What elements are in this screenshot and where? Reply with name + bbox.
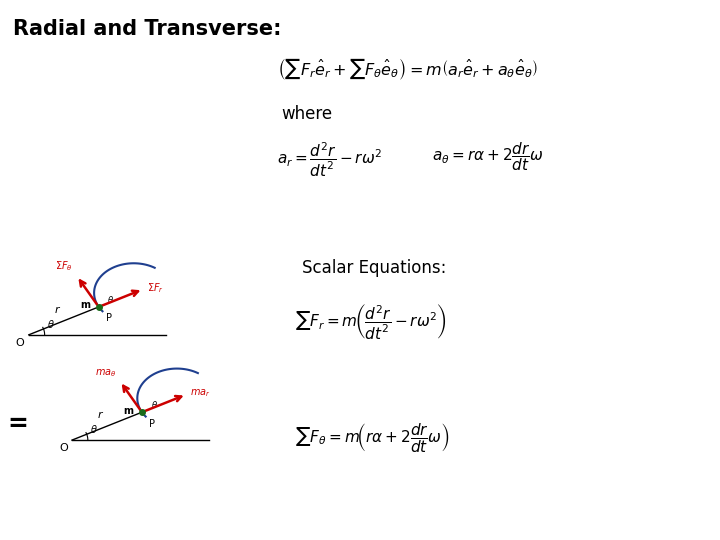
Text: $\theta$: $\theta$ (47, 318, 54, 330)
Text: m: m (123, 406, 133, 416)
Text: $ma_\theta$: $ma_\theta$ (95, 367, 117, 379)
Text: $\sum F_\theta = m\!\left(r\alpha + 2\dfrac{dr}{dt}\omega\right)$: $\sum F_\theta = m\!\left(r\alpha + 2\df… (295, 421, 450, 454)
Text: $\theta$: $\theta$ (107, 294, 114, 305)
Text: P: P (106, 313, 112, 323)
Text: $\sum F_r = m\!\left(\dfrac{d^2r}{dt^2} - r\omega^2\right)$: $\sum F_r = m\!\left(\dfrac{d^2r}{dt^2} … (295, 302, 447, 341)
Text: $\left(\sum F_r\hat{e}_r + \sum F_\theta\hat{e}_\theta\right)= m\left(a_r\hat{e}: $\left(\sum F_r\hat{e}_r + \sum F_\theta… (277, 57, 538, 82)
Text: $a_\theta = r\alpha + 2\dfrac{dr}{dt}\omega$: $a_\theta = r\alpha + 2\dfrac{dr}{dt}\om… (432, 140, 544, 173)
Text: O: O (16, 338, 24, 348)
Text: $\Sigma F_\theta$: $\Sigma F_\theta$ (55, 259, 73, 273)
Text: $a_r = \dfrac{d^2r}{dt^2} - r\omega^2$: $a_r = \dfrac{d^2r}{dt^2} - r\omega^2$ (277, 140, 382, 179)
Text: r: r (97, 410, 102, 420)
Text: =: = (8, 412, 28, 436)
Text: O: O (59, 443, 68, 453)
Text: m: m (80, 300, 90, 310)
Text: $ma_r$: $ma_r$ (190, 388, 211, 399)
Text: r: r (54, 305, 59, 315)
Text: Radial and Transverse:: Radial and Transverse: (13, 19, 282, 39)
Text: where: where (281, 105, 332, 123)
Text: P: P (149, 418, 155, 429)
Text: Scalar Equations:: Scalar Equations: (302, 259, 447, 277)
Text: $\theta$: $\theta$ (150, 399, 158, 410)
Text: $\Sigma F_r$: $\Sigma F_r$ (147, 281, 163, 295)
Text: $\theta$: $\theta$ (90, 423, 97, 435)
